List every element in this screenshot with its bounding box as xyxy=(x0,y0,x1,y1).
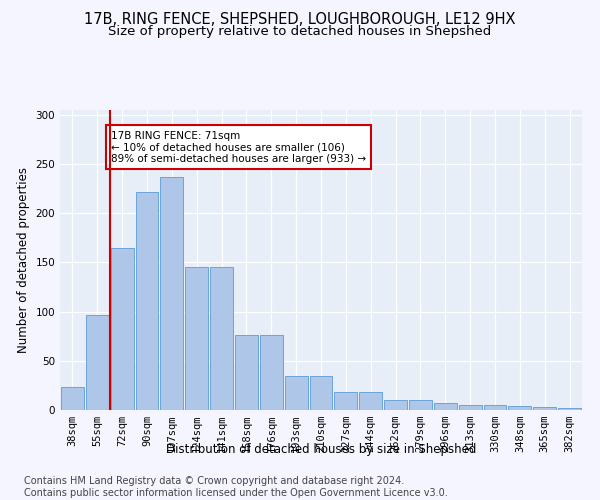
Text: Contains HM Land Registry data © Crown copyright and database right 2024.
Contai: Contains HM Land Registry data © Crown c… xyxy=(24,476,448,498)
Bar xyxy=(459,405,482,410)
Bar xyxy=(359,392,382,410)
Bar xyxy=(260,335,283,410)
Bar xyxy=(384,400,407,410)
Bar xyxy=(334,392,357,410)
Text: Size of property relative to detached houses in Shepshed: Size of property relative to detached ho… xyxy=(109,25,491,38)
Bar xyxy=(508,406,531,410)
Text: 17B RING FENCE: 71sqm
← 10% of detached houses are smaller (106)
89% of semi-det: 17B RING FENCE: 71sqm ← 10% of detached … xyxy=(111,130,366,164)
Y-axis label: Number of detached properties: Number of detached properties xyxy=(17,167,30,353)
Bar xyxy=(210,268,233,410)
Bar xyxy=(484,405,506,410)
Bar xyxy=(86,314,109,410)
Bar xyxy=(136,192,158,410)
Bar xyxy=(310,376,332,410)
Bar xyxy=(434,403,457,410)
Text: 17B, RING FENCE, SHEPSHED, LOUGHBOROUGH, LE12 9HX: 17B, RING FENCE, SHEPSHED, LOUGHBOROUGH,… xyxy=(84,12,516,28)
Bar xyxy=(111,248,134,410)
Bar xyxy=(235,335,258,410)
Bar xyxy=(285,376,308,410)
Bar xyxy=(558,408,581,410)
Bar xyxy=(533,407,556,410)
Bar xyxy=(160,177,183,410)
Text: Distribution of detached houses by size in Shepshed: Distribution of detached houses by size … xyxy=(166,442,476,456)
Bar xyxy=(185,268,208,410)
Bar xyxy=(61,388,84,410)
Bar xyxy=(409,400,432,410)
